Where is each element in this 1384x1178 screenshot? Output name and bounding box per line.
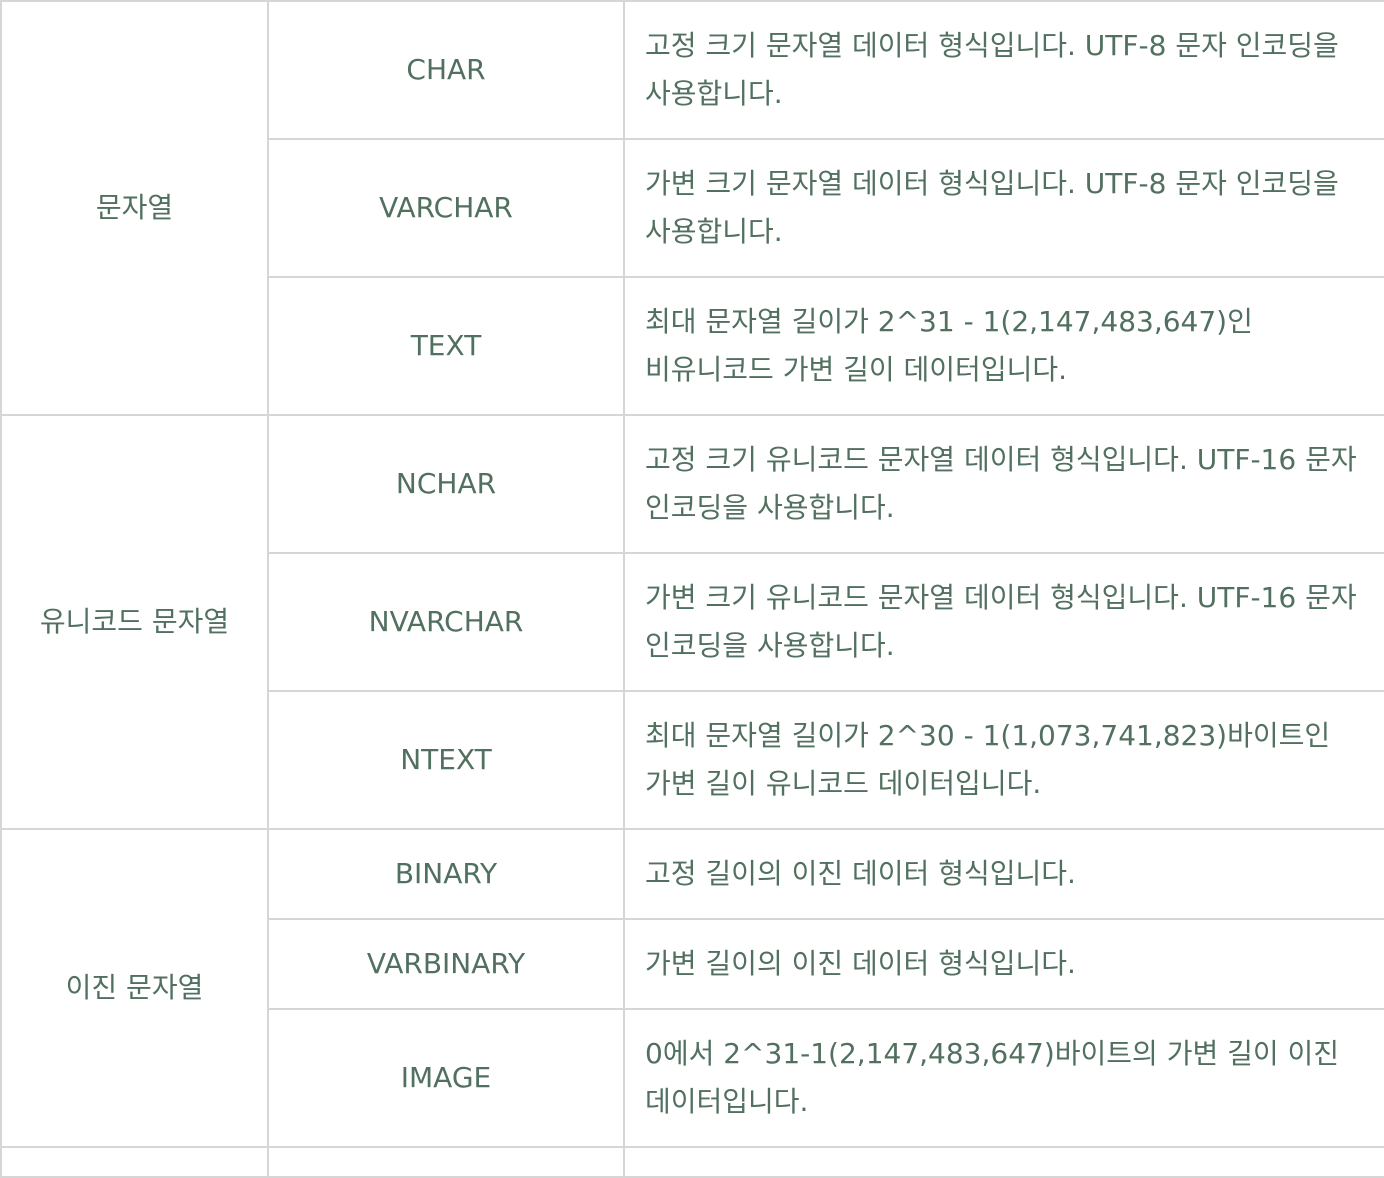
description-cell: 고정 크기 유니코드 문자열 데이터 형식입니다. UTF-16 문자 인코딩을… bbox=[623, 414, 1384, 554]
description-cell: 0에서 2^31-1(2,147,483,647)바이트의 가변 길이 이진 데… bbox=[623, 1008, 1384, 1148]
type-cell: VARBINARY bbox=[267, 918, 625, 1010]
description-cell: 가변 크기 유니코드 문자열 데이터 형식입니다. UTF-16 문자 인코딩을… bbox=[623, 552, 1384, 692]
description-cell: 가변 길이의 이진 데이터 형식입니다. bbox=[623, 918, 1384, 1010]
type-cell: CHAR bbox=[267, 0, 625, 140]
table-row: IMAGE 0에서 2^31-1(2,147,483,647)바이트의 가변 길… bbox=[1, 1008, 1384, 1148]
table-row: VARBINARY 가변 길이의 이진 데이터 형식입니다. bbox=[1, 918, 1384, 1010]
description-cell: 고정 크기 문자열 데이터 형식입니다. UTF-8 문자 인코딩을 사용합니다… bbox=[623, 0, 1384, 140]
table-row: NVARCHAR 가변 크기 유니코드 문자열 데이터 형식입니다. UTF-1… bbox=[1, 552, 1384, 692]
type-cell: BINARY bbox=[267, 828, 625, 920]
description-cell: 최대 문자열 길이가 2^31 - 1(2,147,483,647)인 비유니코… bbox=[623, 276, 1384, 416]
table-row: VARCHAR 가변 크기 문자열 데이터 형식입니다. UTF-8 문자 인코… bbox=[1, 138, 1384, 278]
table-row: 문자열 CHAR 고정 크기 문자열 데이터 형식입니다. UTF-8 문자 인… bbox=[0, 0, 1384, 416]
description-cell: 고정 길이의 이진 데이터 형식입니다. bbox=[623, 828, 1384, 920]
category-cell-string: 문자열 bbox=[0, 0, 269, 416]
description-cell: 최대 문자열 길이가 2^30 - 1(1,073,741,823)바이트인 가… bbox=[623, 690, 1384, 830]
table-row: NTEXT 최대 문자열 길이가 2^30 - 1(1,073,741,823)… bbox=[1, 690, 1384, 830]
type-cell: NVARCHAR bbox=[267, 552, 625, 692]
type-cell: NCHAR bbox=[267, 414, 625, 554]
table-row: 유니코드 문자열 NCHAR 고정 크기 유니코드 문자열 데이터 형식입니다.… bbox=[0, 414, 1384, 830]
category-cell-binary-string: 이진 문자열 bbox=[0, 828, 269, 1148]
type-cell: VARCHAR bbox=[267, 138, 625, 278]
type-cell: IMAGE bbox=[267, 1008, 625, 1148]
table-row: 이진 문자열 BINARY 고정 길이의 이진 데이터 형식입니다. bbox=[0, 828, 1384, 1148]
type-cell: TEXT bbox=[267, 276, 625, 416]
description-cell: 가변 크기 문자열 데이터 형식입니다. UTF-8 문자 인코딩을 사용합니다… bbox=[623, 138, 1384, 278]
type-cell: NTEXT bbox=[267, 690, 625, 830]
table-row: TEXT 최대 문자열 길이가 2^31 - 1(2,147,483,647)인… bbox=[1, 276, 1384, 416]
category-cell-unicode-string: 유니코드 문자열 bbox=[0, 414, 269, 830]
